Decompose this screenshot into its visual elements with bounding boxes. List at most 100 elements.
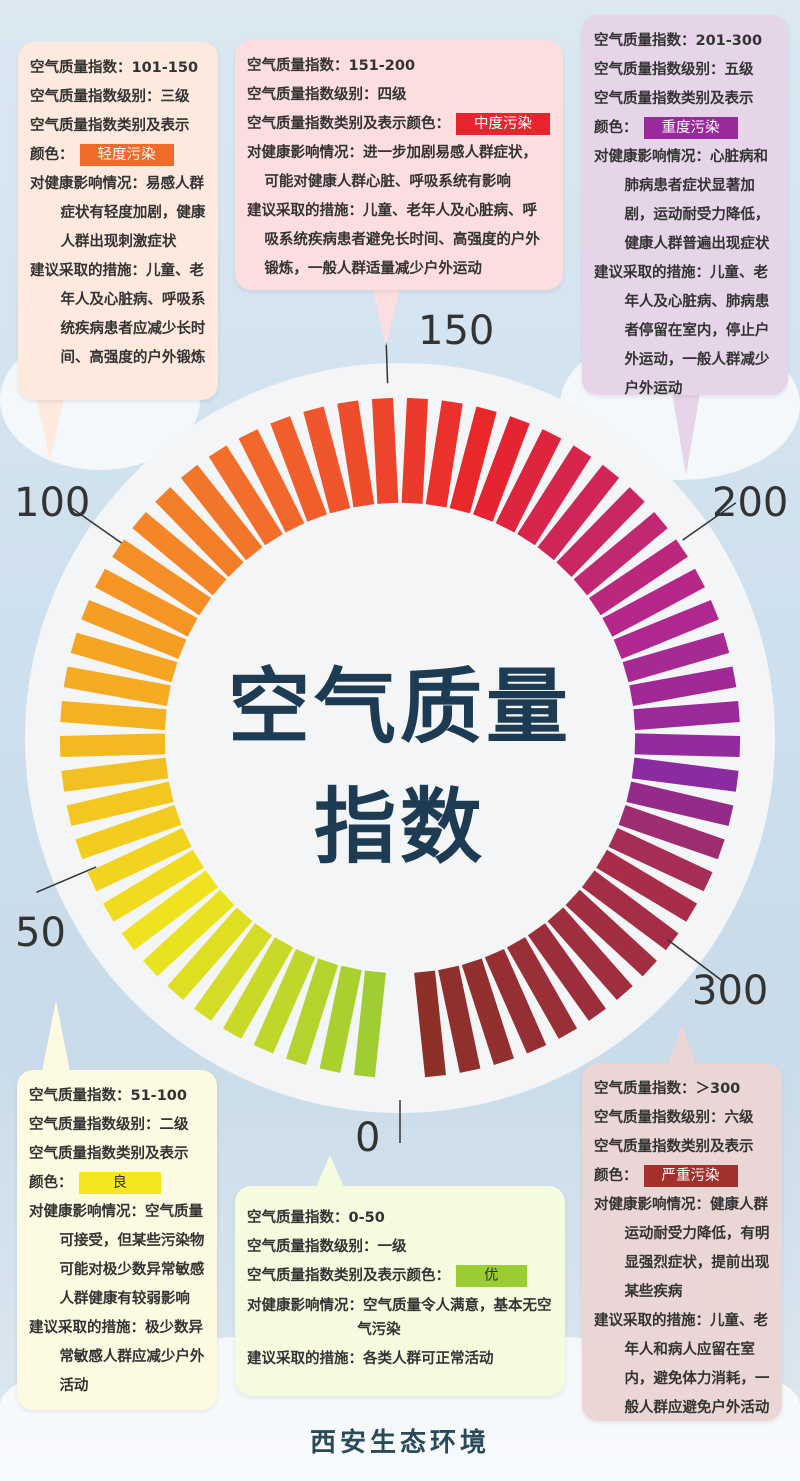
info-box-over-300: 空气质量指数：＞300 空气质量指数级别：六级 空气质量指数类别及表示 颜色： 严… xyxy=(582,1063,782,1421)
health-text: 空气质量可接受，但某些污染物可能对极少数异常敏感人群健康有较弱影响 xyxy=(59,1204,205,1307)
label: 空气质量指数类别及表示 xyxy=(594,1139,754,1155)
label: 建议采取的措施： xyxy=(30,263,146,279)
dial-bar xyxy=(556,487,645,577)
dial-bar xyxy=(537,464,620,561)
range: ＞300 xyxy=(695,1081,741,1097)
label: 对健康影响情况： xyxy=(594,149,710,165)
dial-bar xyxy=(461,958,514,1065)
dial-bar xyxy=(449,406,497,514)
label: 建议采取的措施： xyxy=(594,265,710,281)
dial-bar xyxy=(589,539,688,616)
dial-bar xyxy=(238,429,305,533)
dial-bar xyxy=(319,965,362,1073)
category-badge: 良 xyxy=(78,1172,161,1194)
label: 空气质量指数： xyxy=(594,33,696,49)
level: 一级 xyxy=(377,1239,407,1255)
tick-100: 100 xyxy=(14,480,91,526)
tick-200: 200 xyxy=(712,480,789,526)
level: 四级 xyxy=(377,87,407,103)
category-badge: 轻度污染 xyxy=(79,144,174,166)
label: 对健康影响情况： xyxy=(30,176,146,192)
tick-0: 0 xyxy=(355,1115,381,1161)
label: 空气质量指数： xyxy=(247,58,349,74)
category-badge: 中度污染 xyxy=(456,113,550,135)
dial-bar xyxy=(155,487,244,577)
dial-bar xyxy=(59,733,166,757)
label: 空气质量指数类别及表示 xyxy=(29,1146,189,1162)
label: 空气质量指数： xyxy=(30,60,132,76)
dial-bar xyxy=(167,907,253,1001)
dial-bar xyxy=(626,781,734,826)
label: 空气质量指数： xyxy=(594,1081,696,1097)
dial-bar xyxy=(608,827,713,892)
label: 颜色： xyxy=(29,1175,73,1191)
label: 对健康影响情况： xyxy=(247,145,363,161)
health-text: 健康人群运动耐受力降低，有明显强烈症状，提前出现某些疾病 xyxy=(624,1197,770,1300)
range: 201-300 xyxy=(695,33,763,49)
category-badge: 优 xyxy=(456,1265,527,1287)
label: 建议采取的措施： xyxy=(247,1351,363,1367)
label: 空气质量指数类别及表示 xyxy=(30,118,190,134)
pointer xyxy=(372,288,400,346)
dial-bar xyxy=(581,870,679,951)
title-line1: 空气质量 xyxy=(227,660,572,755)
label: 空气质量指数类别及表示颜色： xyxy=(247,1268,450,1284)
dial-bar xyxy=(622,632,730,683)
label: 建议采取的措施： xyxy=(594,1313,710,1329)
dial-bar xyxy=(95,568,198,637)
dial-bar xyxy=(70,632,178,683)
tick-line xyxy=(682,502,737,541)
dial-bar xyxy=(121,870,219,951)
range: 51-100 xyxy=(130,1088,187,1104)
dial-bar xyxy=(132,512,227,596)
range: 0-50 xyxy=(348,1210,385,1226)
health-text: 易感人群症状有轻度加剧，健康人群出现刺激症状 xyxy=(60,176,206,250)
pointer xyxy=(316,1155,344,1187)
label: 对健康影响情况： xyxy=(29,1204,145,1220)
measures-text: 极少数异常敏感人群应减少户外活动 xyxy=(59,1320,205,1394)
dial-bar xyxy=(143,889,235,977)
dial-bar xyxy=(354,970,386,1078)
dial-bar xyxy=(495,429,562,533)
health-text: 进一步加剧易感人群症状，可能对健康人群心脏、呼吸系统有影响 xyxy=(264,145,537,190)
dial-bar xyxy=(208,445,283,546)
dial-bar xyxy=(87,827,192,892)
dial-bar xyxy=(194,923,273,1021)
dial-bar xyxy=(565,889,657,977)
level: 五级 xyxy=(724,62,754,78)
tick-150: 150 xyxy=(418,308,495,354)
level: 三级 xyxy=(160,89,190,105)
dial-bar xyxy=(60,701,167,731)
dial-bar xyxy=(372,397,399,504)
dial-bar xyxy=(180,464,263,561)
dial-bar xyxy=(517,445,592,546)
label: 空气质量指数级别： xyxy=(29,1117,160,1133)
category-badge: 严重污染 xyxy=(643,1165,738,1187)
dial-bar xyxy=(81,599,187,660)
dial-bar xyxy=(303,406,351,514)
dial-bar xyxy=(613,599,719,660)
dial-bar xyxy=(414,970,446,1078)
label: 颜色： xyxy=(594,1168,638,1184)
dial-bar xyxy=(547,907,633,1001)
label: 建议采取的措施： xyxy=(29,1320,145,1336)
title-line2: 指数 xyxy=(313,780,486,875)
info-box-0-50: 空气质量指数：0-50 空气质量指数级别：一级 空气质量指数类别及表示颜色：优 … xyxy=(235,1186,565,1396)
dial-bar xyxy=(633,701,740,731)
dial-bar xyxy=(66,781,174,826)
measures-text: 儿童、老年人及心脏病、肺病患者停留在室内，停止户外运动，一般人群减少户外运动 xyxy=(624,265,770,397)
info-box-151-200: 空气质量指数：151-200 空气质量指数级别：四级 空气质量指数类别及表示颜色… xyxy=(235,40,563,290)
level: 二级 xyxy=(159,1117,189,1133)
label: 空气质量指数类别及表示 xyxy=(594,91,754,107)
label: 空气质量指数： xyxy=(247,1210,349,1226)
label: 颜色： xyxy=(594,120,638,136)
tick-300: 300 xyxy=(692,968,769,1014)
dial-bar xyxy=(102,849,204,922)
dial-bar xyxy=(618,805,725,860)
dial-bar xyxy=(63,666,171,707)
label: 对健康影响情况： xyxy=(594,1197,710,1213)
pointer xyxy=(36,398,64,460)
label: 空气质量指数级别： xyxy=(247,87,378,103)
dial-bar xyxy=(222,937,294,1039)
